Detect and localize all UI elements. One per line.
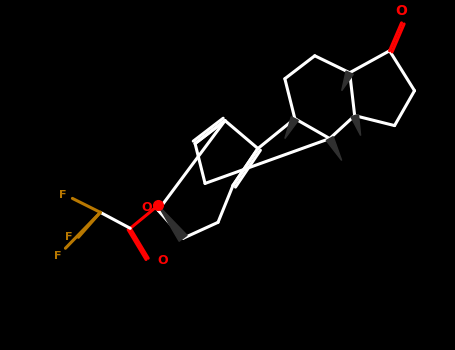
Polygon shape: [158, 205, 187, 241]
Text: O: O: [157, 254, 168, 267]
Polygon shape: [326, 136, 342, 161]
Polygon shape: [285, 117, 298, 139]
Polygon shape: [342, 71, 354, 91]
Text: F: F: [59, 190, 66, 201]
Polygon shape: [351, 114, 361, 135]
Text: O: O: [395, 4, 408, 18]
Text: F: F: [54, 251, 61, 261]
Text: F: F: [65, 232, 72, 242]
Text: O: O: [142, 201, 152, 214]
